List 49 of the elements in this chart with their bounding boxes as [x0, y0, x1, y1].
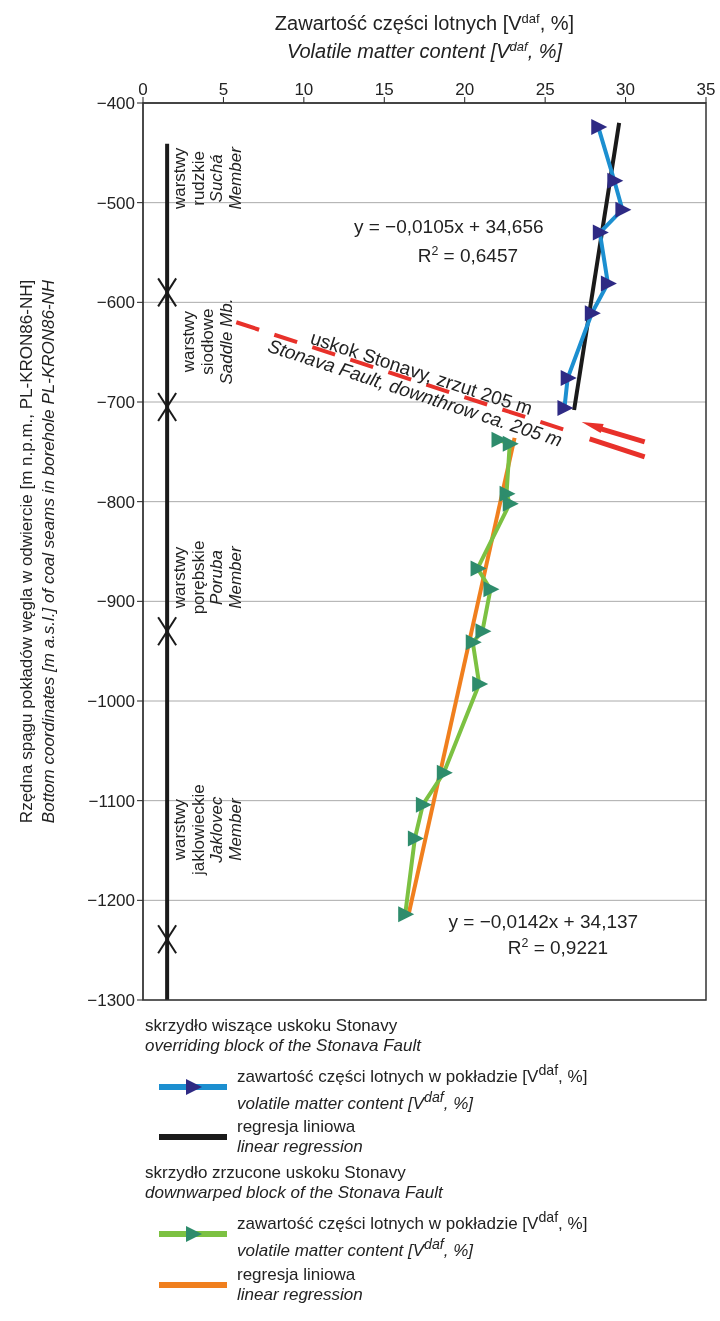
x-tick-label: 15	[374, 80, 394, 99]
y-tick-label: −1200	[87, 891, 135, 911]
y-tick-label: −600	[96, 293, 135, 313]
point	[591, 118, 608, 135]
y-tick-label: −400	[96, 94, 135, 114]
point	[584, 305, 601, 322]
y-tick-label: −800	[96, 492, 135, 512]
point	[415, 796, 432, 813]
legend-label: regresja liniowa linear regression	[237, 1117, 363, 1158]
point	[615, 201, 632, 218]
x-tick-label: 5	[218, 80, 229, 99]
annotation: warstwy siodłowe Saddle Mb.	[179, 298, 236, 385]
point	[470, 560, 487, 577]
point	[407, 830, 424, 847]
y-tick-label: −500	[96, 193, 135, 213]
x-tick-label: 10	[294, 80, 314, 99]
annotation: warstwy jaklowieckie Jaklovec Member	[170, 784, 246, 876]
text: Zawartość części lotnych [V$^{daf}$, %] Volatile matter content [V$^{daf}$, %]	[274, 10, 575, 62]
annotation: warstwy rudzkie Suchá Member	[170, 145, 246, 211]
point	[607, 172, 624, 189]
point	[557, 399, 574, 416]
y-tick-label: −1000	[87, 692, 135, 712]
point	[483, 581, 500, 598]
point	[436, 764, 453, 781]
y-tick-label: −900	[96, 592, 135, 612]
annotation: y = −0,0105x + 34,656	[353, 216, 544, 238]
annotation: y = −0,0142x + 34,137	[448, 910, 639, 932]
point	[600, 275, 617, 292]
point	[465, 634, 482, 651]
y-tick-label: −1100	[88, 791, 135, 811]
annotation: R$^{2}$ = 0,6457	[417, 244, 519, 267]
x-tick-label: 30	[616, 80, 636, 99]
x-tick-label: 35	[696, 80, 716, 99]
y-tick-label: −700	[96, 393, 135, 413]
annotation: R$^{2}$ = 0,9221	[507, 935, 609, 958]
text: skrzydło zrzucone uskoku Stonavy downwarped block of the Stonava Fault	[145, 1163, 445, 1204]
y-tick-label: −1300	[87, 991, 135, 1011]
legend-label: regresja liniowa linear regression	[237, 1264, 363, 1305]
x-tick-label: 0	[138, 80, 148, 99]
text: skrzydło wiszące uskoku Stonavy overriding block of the Stonava Fault	[145, 1016, 423, 1056]
point	[560, 370, 577, 387]
point	[472, 676, 489, 693]
point	[398, 906, 415, 923]
y-axis-title: Rzędna spągu pokładów węgla w odwiercie [m n.p.m., PL-KRON86-NH] Bottom coordinates [m a.s.l.] of coal seams in borehole PL-KRON86-NH	[17, 279, 58, 824]
point	[592, 224, 609, 241]
x-tick-label: 25	[535, 80, 555, 99]
x-tick-label: 20	[455, 80, 475, 99]
annotation: warstwy porębskie Poruba Member	[170, 540, 246, 615]
point	[475, 623, 492, 640]
